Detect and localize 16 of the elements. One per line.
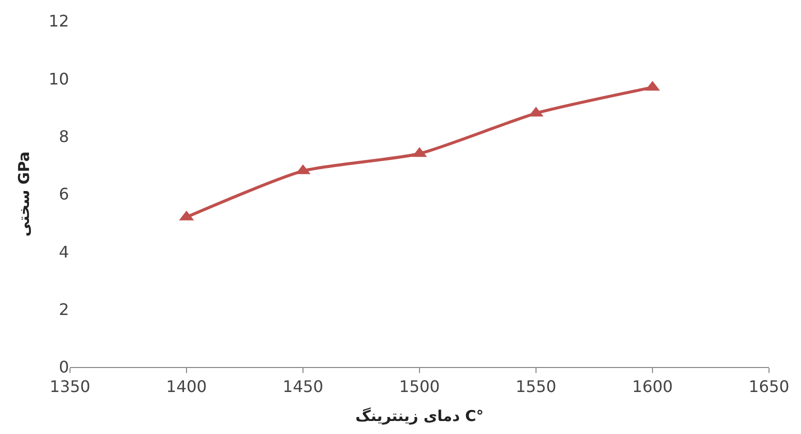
x-tick-label: 1400 [166,377,207,396]
y-tick-label: 12 [48,12,69,31]
y-tick-label: 0 [58,358,69,377]
y-axis-title: سختی GPa [14,151,33,237]
x-tick-label: 1450 [282,377,324,396]
x-tick-label: 1550 [516,377,556,396]
y-tick-label: 4 [58,242,69,262]
x-tick-label: 1650 [748,377,790,396]
y-tick-label: 8 [58,126,69,146]
x-tick-label: 1350 [50,377,90,396]
x-axis-title: دمای زینترینگ C° [355,407,484,426]
y-tick-label: 10 [48,69,69,88]
y-tick-label: 2 [58,300,69,319]
x-tick-label: 1600 [632,377,673,396]
x-tick-label: 1500 [399,377,440,396]
y-tick-label: 6 [58,184,69,204]
